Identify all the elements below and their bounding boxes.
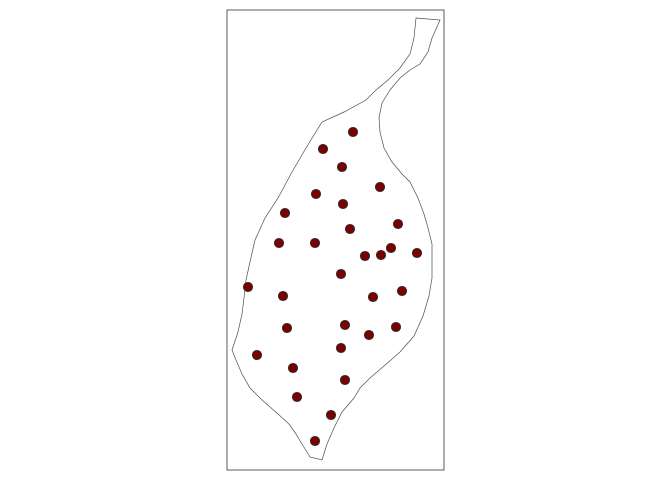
map-point-7 <box>279 207 291 219</box>
map-point-18 <box>396 285 408 297</box>
map-point-25 <box>335 342 347 354</box>
map-point-6 <box>337 198 349 210</box>
map-point-4 <box>374 181 386 193</box>
map-point-15 <box>411 247 423 259</box>
map-point-20 <box>367 291 379 303</box>
map-point-26 <box>251 349 263 361</box>
map-point-11 <box>309 237 321 249</box>
map-point-22 <box>281 322 293 334</box>
map-point-31 <box>309 435 321 447</box>
map-point-23 <box>390 321 402 333</box>
map-point-2 <box>317 143 329 155</box>
map-point-9 <box>344 223 356 235</box>
map-point-19 <box>277 290 289 302</box>
map-point-28 <box>339 374 351 386</box>
map-point-27 <box>287 362 299 374</box>
map-point-12 <box>385 242 397 254</box>
map-point-29 <box>291 391 303 403</box>
map-point-16 <box>335 268 347 280</box>
map-point-13 <box>375 249 387 261</box>
map-point-3 <box>336 161 348 173</box>
map-point-17 <box>242 281 254 293</box>
map-point-21 <box>339 319 351 331</box>
map-point-30 <box>325 409 337 421</box>
points-layer <box>242 126 423 447</box>
map-frame <box>226 9 445 471</box>
map-point-10 <box>273 237 285 249</box>
map-point-5 <box>310 188 322 200</box>
city-boundary <box>231 17 441 461</box>
map-point-24 <box>363 329 375 341</box>
map-point-14 <box>359 250 371 262</box>
map-point-1 <box>347 126 359 138</box>
map-point-8 <box>392 218 404 230</box>
